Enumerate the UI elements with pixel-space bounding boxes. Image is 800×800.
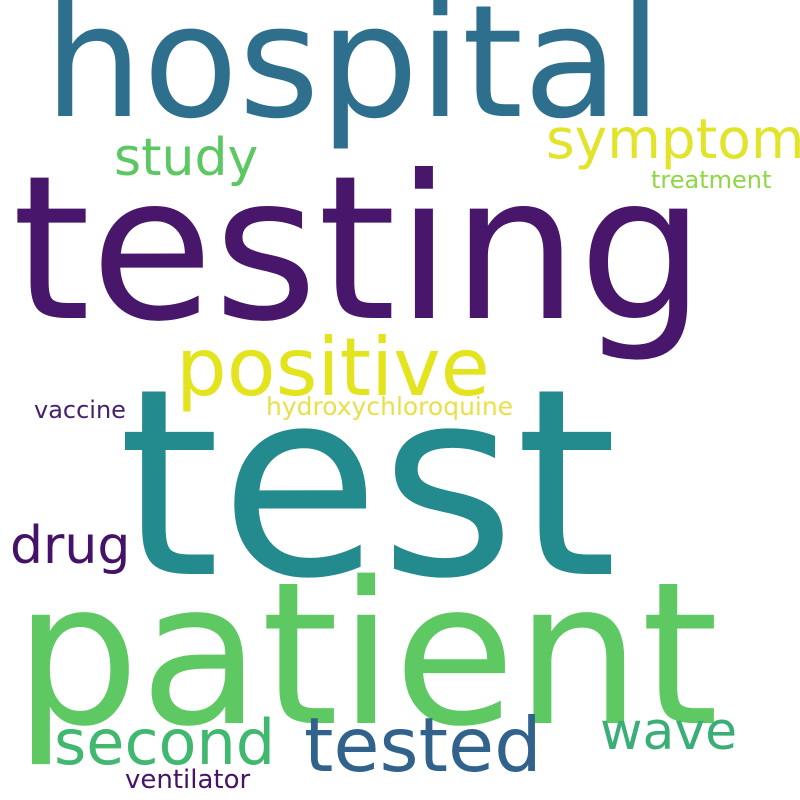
word-tested: tested <box>304 701 542 789</box>
word-patient: patient <box>14 539 719 770</box>
word-testing: testing <box>12 133 706 366</box>
word-drug: drug <box>10 516 131 576</box>
word-wave: wave <box>600 702 738 762</box>
word-second: second <box>54 706 276 779</box>
word-test: test <box>118 334 618 636</box>
word-hospital: hospital <box>44 0 663 153</box>
word-ventilator: ventilator <box>125 765 251 795</box>
word-vaccine: vaccine <box>34 396 126 424</box>
word-symptom: symptom <box>546 107 800 171</box>
word-study: study <box>114 128 259 188</box>
word-treatment: treatment <box>651 166 772 194</box>
word-positive: positive <box>176 321 490 414</box>
word-hydroxychloroquine: hydroxychloroquine <box>266 392 514 421</box>
